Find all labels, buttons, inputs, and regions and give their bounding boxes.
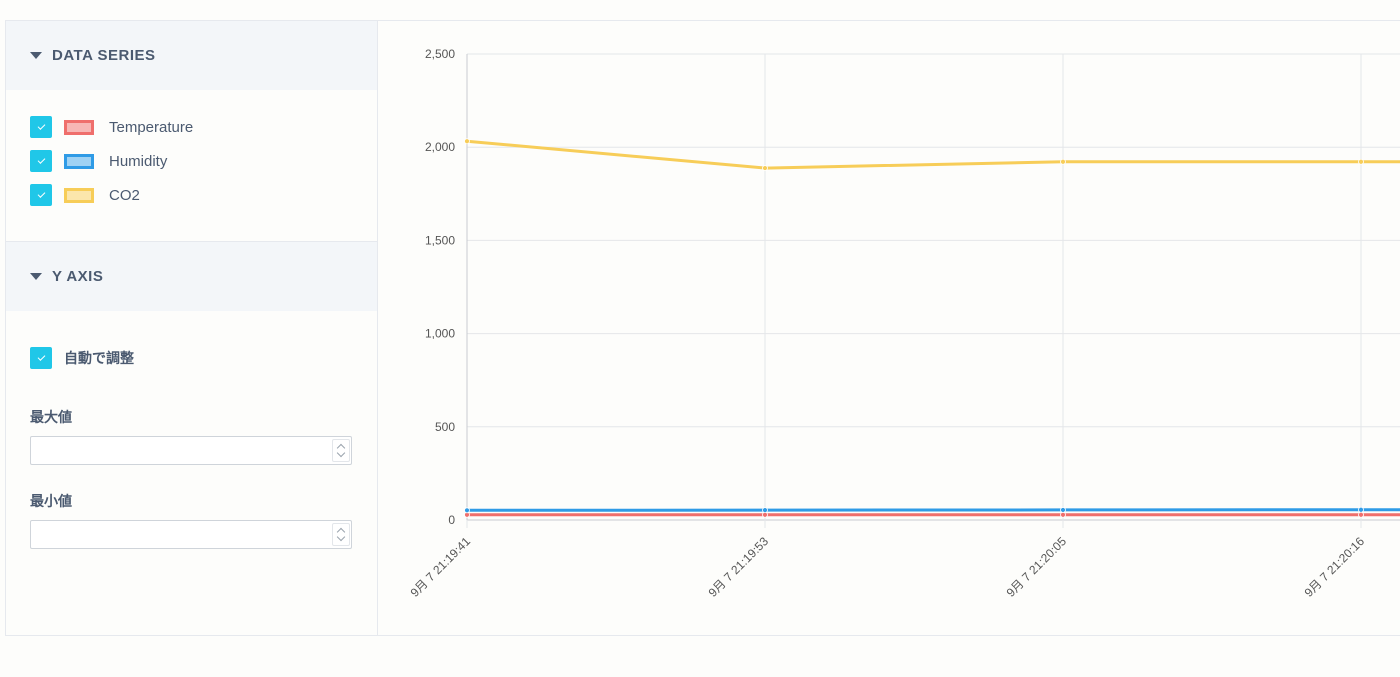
app-frame: DATA SERIES Temperature Humidity CO2 Y A… bbox=[5, 20, 1400, 636]
chart-panel: 2,500 2,000 1,500 1,000 500 0 9月 7 21:19:41 9月 … bbox=[377, 20, 1400, 634]
series-line-humidity bbox=[466, 508, 1400, 512]
data-point bbox=[1358, 158, 1364, 165]
min-value-spinner[interactable] bbox=[332, 523, 350, 546]
humidity-checkbox[interactable] bbox=[30, 150, 52, 172]
check-icon bbox=[37, 190, 45, 198]
series-item-temperature[interactable]: Temperature bbox=[30, 116, 193, 138]
data-point bbox=[1358, 506, 1364, 513]
data-point bbox=[762, 165, 768, 171]
x-tick-label: 9月 7 21:19:53 bbox=[706, 534, 772, 600]
y-tick-label: 1,500 bbox=[425, 233, 455, 247]
series-line-co2 bbox=[466, 139, 1400, 170]
series-label: Temperature bbox=[109, 118, 194, 136]
humidity-swatch bbox=[64, 153, 94, 169]
line-chart: 2,500 2,000 1,500 1,000 500 0 9月 7 21:19:41 9月 … bbox=[408, 47, 1400, 600]
series-label: CO2 bbox=[109, 186, 140, 204]
data-point bbox=[464, 507, 470, 514]
caret-down-icon bbox=[30, 273, 42, 280]
series-item-co2[interactable]: CO2 bbox=[30, 184, 140, 206]
y-tick-label: 1,000 bbox=[425, 327, 455, 341]
y-tick-label: 500 bbox=[435, 420, 455, 434]
x-tick-label: 9月 7 21:20:16 bbox=[1302, 534, 1368, 600]
temperature-swatch bbox=[64, 119, 94, 135]
y-axis-title: Y AXIS bbox=[52, 268, 104, 285]
check-icon bbox=[37, 156, 45, 164]
x-tick-label: 9月 7 21:20:05 bbox=[1004, 534, 1070, 600]
temperature-checkbox[interactable] bbox=[30, 116, 52, 138]
auto-adjust-row[interactable]: 自動で調整 bbox=[30, 347, 134, 369]
series-item-humidity[interactable]: Humidity bbox=[30, 150, 167, 172]
data-series-title: DATA SERIES bbox=[52, 47, 156, 64]
min-value-input[interactable] bbox=[30, 520, 352, 549]
co2-swatch bbox=[64, 187, 94, 203]
x-tick-label: 9月 7 21:19:41 bbox=[408, 534, 474, 600]
max-value-spinner[interactable] bbox=[332, 439, 350, 462]
data-point bbox=[762, 511, 768, 518]
data-point bbox=[1060, 507, 1066, 513]
max-value-input[interactable] bbox=[30, 436, 352, 465]
data-point bbox=[1060, 158, 1066, 165]
auto-adjust-label: 自動で調整 bbox=[64, 350, 134, 366]
chevron-down-icon bbox=[336, 448, 346, 458]
max-value-label: 最大値 bbox=[30, 409, 72, 425]
y-tick-label: 2,500 bbox=[425, 47, 455, 61]
co2-checkbox[interactable] bbox=[30, 184, 52, 206]
series-label: Humidity bbox=[109, 152, 168, 170]
y-tick-label: 0 bbox=[448, 513, 455, 527]
check-icon bbox=[37, 122, 45, 130]
auto-adjust-checkbox[interactable] bbox=[30, 347, 52, 369]
check-icon bbox=[37, 353, 45, 361]
data-series-header[interactable]: DATA SERIES bbox=[6, 21, 377, 90]
data-point bbox=[1358, 511, 1364, 518]
y-axis-header[interactable]: Y AXIS bbox=[6, 242, 377, 311]
y-tick-label: 2,000 bbox=[425, 140, 455, 154]
caret-down-icon bbox=[30, 52, 42, 59]
min-value-label: 最小値 bbox=[30, 493, 72, 509]
data-point bbox=[464, 138, 470, 145]
data-point bbox=[762, 507, 768, 514]
divider bbox=[6, 241, 377, 242]
chevron-down-icon bbox=[336, 532, 346, 542]
data-point bbox=[1060, 511, 1066, 518]
settings-sidebar: DATA SERIES Temperature Humidity CO2 Y A… bbox=[6, 21, 378, 635]
